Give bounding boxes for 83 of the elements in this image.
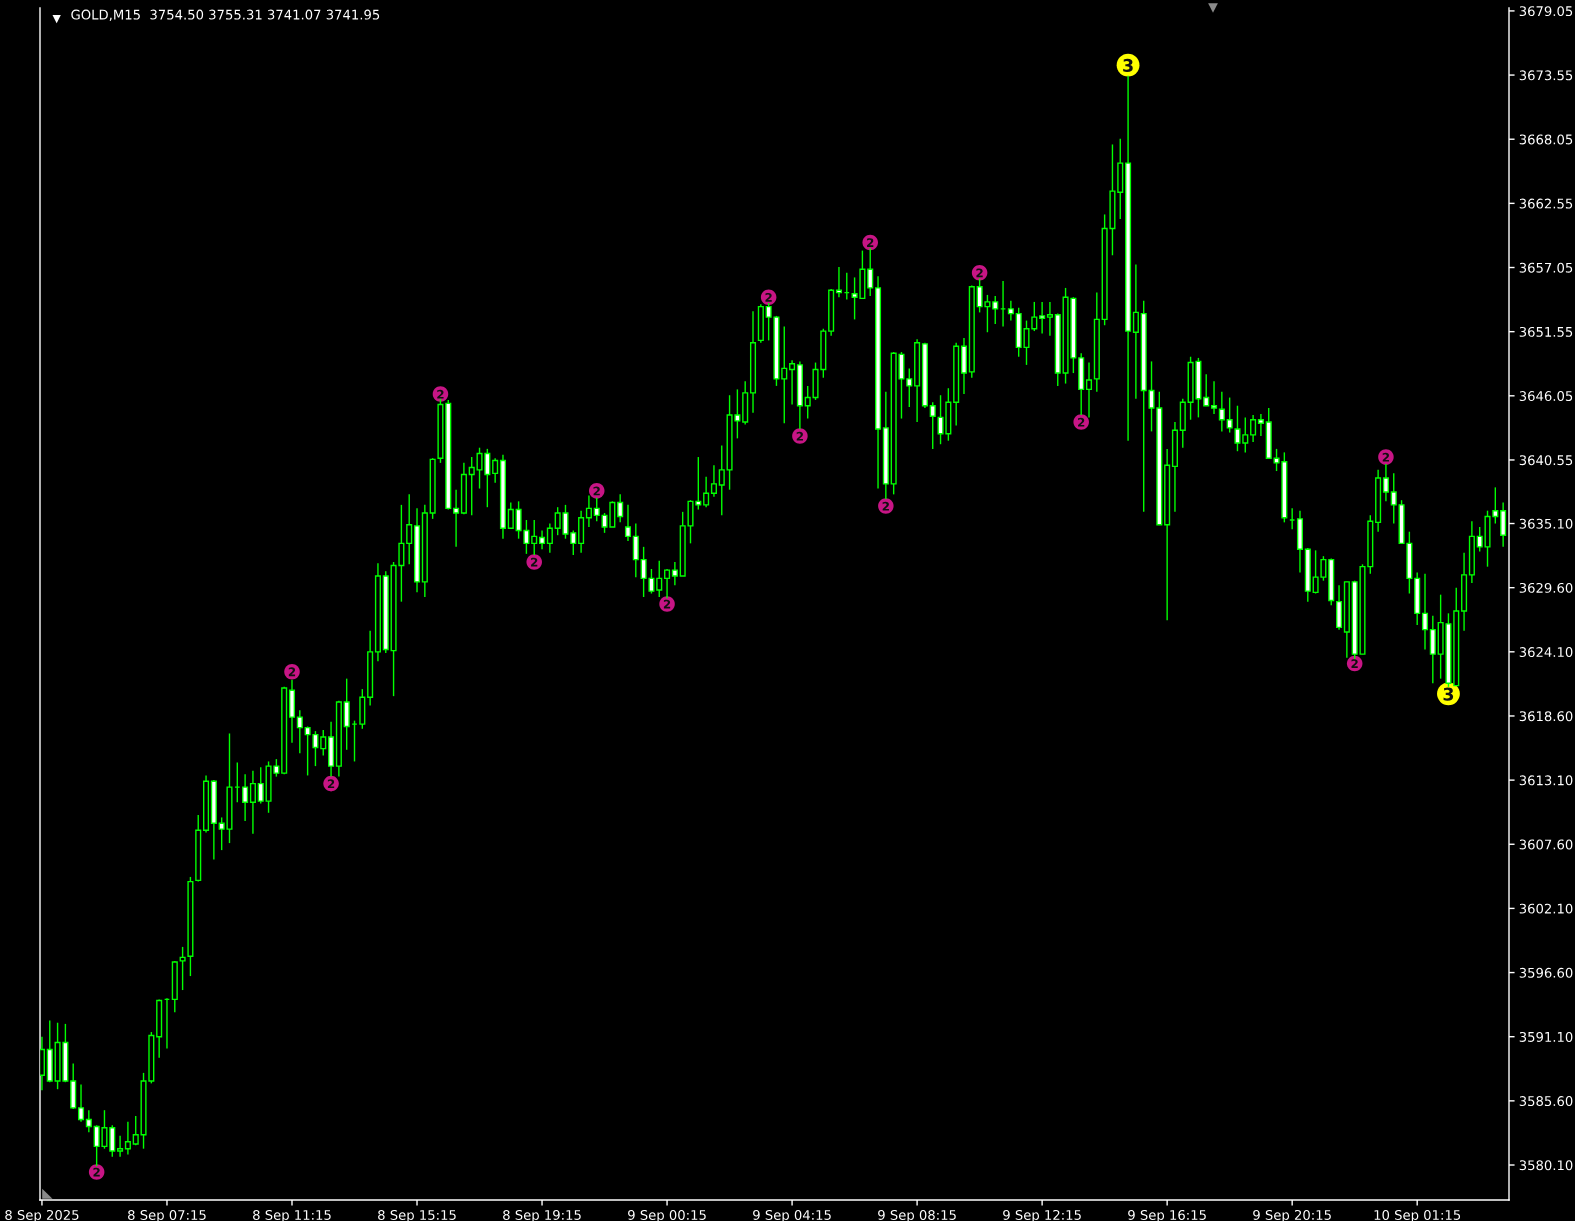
text: 2	[1382, 452, 1390, 462]
y-tick-label: 3624.10	[1519, 647, 1573, 658]
y-tick-label: 3635.10	[1519, 518, 1573, 529]
candlestick	[179, 946, 186, 991]
y-tick-label: 3640.55	[1519, 455, 1573, 466]
text: 2	[593, 486, 600, 496]
candlestick	[1390, 472, 1397, 525]
candlestick	[632, 522, 639, 578]
y-tick-label: 3602.10	[1519, 903, 1573, 914]
candlestick	[1210, 380, 1218, 415]
candlestick	[546, 522, 553, 554]
y-tick-label: 3596.60	[1519, 967, 1573, 978]
y-tick-label: 3646.05	[1519, 391, 1573, 402]
y-tick-label: 3629.60	[1519, 582, 1573, 593]
y-tick-label: 3607.60	[1519, 839, 1573, 850]
candlestick	[617, 493, 624, 524]
candlestick	[1007, 300, 1014, 322]
text: 2	[1078, 417, 1085, 427]
candlestick	[718, 444, 725, 517]
text: 2	[327, 779, 335, 789]
candlestick	[1132, 263, 1139, 400]
candlestick	[1203, 373, 1210, 407]
text: 2	[867, 238, 874, 247]
candlestick	[1257, 413, 1264, 437]
candlestick	[1250, 414, 1257, 443]
candlestick	[789, 359, 796, 406]
candlestick	[664, 568, 671, 599]
candlestick	[656, 560, 663, 598]
candlestick	[867, 247, 874, 297]
candlestick	[296, 709, 303, 754]
candlestick	[242, 773, 249, 822]
candlestick	[507, 501, 514, 529]
candlestick	[257, 766, 264, 805]
candlestick	[249, 770, 256, 835]
y-tick-label: 3662.55	[1519, 198, 1573, 209]
text: 2	[796, 431, 803, 441]
series-label: 2	[288, 667, 296, 677]
y-tick-label: 3657.05	[1519, 262, 1573, 273]
candlestick	[671, 561, 678, 587]
candlestick	[1421, 572, 1429, 651]
text: 2	[93, 1167, 100, 1177]
y-tick-label: 3651.55	[1519, 326, 1573, 337]
candlestick	[492, 457, 499, 484]
text: 2	[882, 501, 889, 511]
candlestick	[1218, 391, 1225, 433]
text: 2	[1351, 659, 1358, 668]
y-tick-label: 3613.10	[1519, 775, 1573, 786]
text: 3	[1123, 58, 1133, 72]
text: 2	[531, 557, 538, 567]
text: 2	[765, 292, 772, 302]
series-label: 3	[1443, 687, 1454, 701]
y-tick-label: 3668.05	[1519, 134, 1573, 145]
candlestick	[585, 494, 592, 528]
candlestick	[538, 529, 546, 550]
text: 2	[663, 599, 671, 609]
y-tick-label: 3673.55	[1519, 70, 1573, 81]
candlestick	[124, 1121, 131, 1156]
candlestick	[624, 504, 632, 542]
candlestick	[1085, 361, 1093, 419]
y-tick-label: 3679.05	[1519, 6, 1573, 17]
candlestick	[117, 1135, 124, 1158]
y-tick-label: 3591.10	[1519, 1031, 1573, 1042]
candlestick	[929, 401, 936, 450]
candlestick	[1046, 301, 1053, 337]
candlestick	[710, 464, 717, 498]
candlestick	[593, 497, 600, 522]
candlestick	[531, 519, 538, 556]
candlestick	[453, 489, 460, 548]
candlestick	[992, 295, 999, 325]
y-tick-label: 3585.60	[1519, 1096, 1573, 1107]
y-tick-label: 3618.60	[1519, 711, 1573, 722]
candlestick	[1039, 301, 1046, 335]
candlestick	[77, 1083, 85, 1123]
candlestick	[85, 1109, 92, 1134]
candlestick	[781, 325, 788, 424]
y-tick-label: 3580.10	[1519, 1160, 1573, 1171]
candlestick	[320, 729, 327, 757]
text: 2	[437, 389, 444, 399]
text: 2	[976, 268, 983, 278]
candlestick	[703, 476, 710, 508]
candlestick	[406, 493, 413, 566]
chart-title: GOLD,M15 3754.50 3755.31 3741.07 3741.95	[71, 9, 380, 21]
candlestick	[1382, 463, 1389, 503]
